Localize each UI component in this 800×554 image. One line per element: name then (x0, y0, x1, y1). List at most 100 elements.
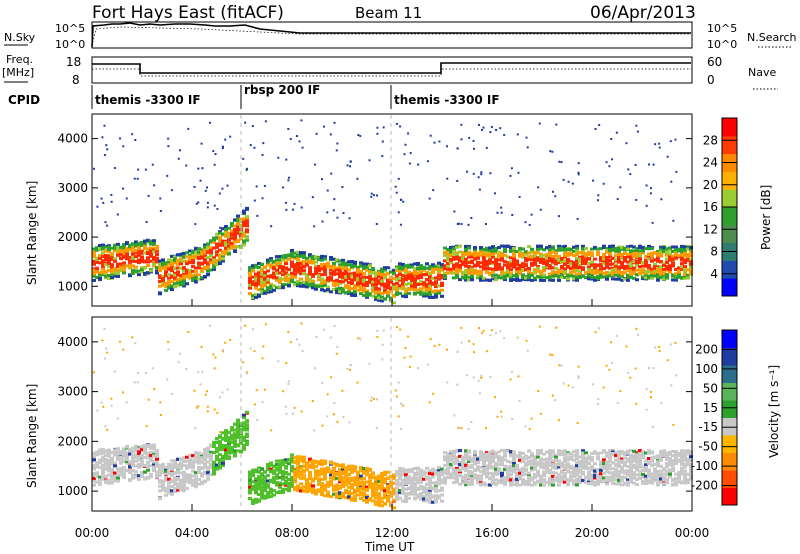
velocity-cell (104, 458, 108, 462)
power-cell (608, 248, 612, 252)
power-cell (623, 246, 627, 250)
power-cell (227, 235, 231, 239)
power-cell (98, 261, 102, 265)
velocity-cell (128, 452, 132, 456)
power-cell (101, 246, 105, 250)
power-cell (599, 267, 603, 271)
power-cell (686, 255, 690, 259)
power-cell (557, 254, 561, 258)
power-cell (410, 263, 414, 267)
velocity-cell (335, 488, 339, 492)
velocity-cell (110, 460, 114, 464)
power-cell (485, 251, 489, 255)
power-cell (443, 253, 447, 257)
velocity-cell (116, 479, 120, 483)
velocity-cell (137, 447, 141, 451)
power-cell (113, 246, 117, 250)
velocity-cell (176, 482, 180, 486)
velocity-cell (248, 496, 252, 500)
velocity-cell (179, 485, 183, 489)
power-cell (518, 250, 522, 254)
power-cell (248, 292, 252, 296)
velocity-cell (182, 481, 186, 485)
velocity-cell (332, 471, 336, 475)
velocity-cell (344, 495, 348, 499)
velocity-cell (113, 477, 117, 481)
power-cell (497, 250, 501, 254)
velocity-cell (161, 466, 165, 470)
power-cell (253, 199, 256, 202)
power-cell (374, 291, 378, 295)
velocity-cell (260, 467, 264, 471)
velocity-cell (365, 470, 369, 474)
power-cell (647, 244, 651, 248)
power-cell (293, 283, 297, 287)
velocity-cell (314, 476, 318, 480)
power-cell (575, 249, 579, 253)
power-cell (344, 263, 348, 267)
power-cell (203, 259, 207, 263)
power-cell (638, 249, 642, 253)
power-cell (113, 244, 117, 248)
velocity-cell (341, 485, 345, 489)
power-cell (116, 248, 120, 252)
power-cell (398, 286, 402, 290)
power-cell (650, 251, 654, 255)
power-cell (539, 272, 543, 276)
power-cell (470, 269, 474, 273)
power-cell (626, 266, 630, 270)
power-cell (539, 208, 542, 211)
power-cell (107, 263, 111, 267)
power-cell (596, 271, 600, 275)
velocity-cell (197, 468, 201, 472)
power-cell (275, 255, 279, 259)
power-cell (530, 258, 534, 262)
power-cell (125, 264, 129, 268)
velocity-cell (131, 457, 135, 461)
power-cell (605, 248, 609, 252)
power-cell (434, 294, 438, 298)
velocity-cell (173, 486, 177, 490)
velocity-cell (101, 472, 105, 476)
velocity-cell (341, 463, 345, 467)
power-cell (290, 273, 294, 277)
power-cell (326, 285, 330, 289)
power-cell (116, 265, 120, 269)
velocity-cell (272, 476, 276, 480)
velocity-cell (155, 457, 159, 461)
power-cell (422, 290, 426, 294)
power-cell (494, 249, 498, 253)
power-cell (551, 274, 555, 278)
power-cell (134, 265, 138, 269)
power-cell (510, 167, 513, 170)
velocity-cell (287, 457, 291, 461)
power-cell (203, 253, 207, 257)
power-cell (482, 255, 486, 259)
power-cell (398, 272, 402, 276)
power-cell (611, 247, 615, 251)
power-cell (419, 291, 423, 295)
power-cell (326, 211, 329, 214)
power-cell (497, 262, 501, 266)
velocity-cell (338, 478, 342, 482)
power-cell (206, 248, 210, 252)
power-cell (374, 282, 378, 286)
power-cell (110, 252, 114, 256)
power-cell (539, 259, 543, 263)
power-cell (629, 244, 633, 248)
power-cell (102, 201, 105, 204)
velocity-cell (170, 489, 174, 493)
power-cell (152, 241, 156, 245)
power-cell (221, 187, 224, 190)
power-cell (545, 246, 549, 250)
power-cell (683, 274, 687, 278)
power-cell (518, 254, 522, 258)
velocity-cell (242, 438, 246, 442)
velocity-cell (233, 428, 237, 432)
velocity-cell (362, 495, 366, 499)
power-cell (293, 251, 297, 255)
power-cell (551, 270, 555, 274)
velocity-cell (92, 458, 96, 462)
velocity-cell (227, 448, 231, 452)
velocity-cell (224, 436, 228, 440)
